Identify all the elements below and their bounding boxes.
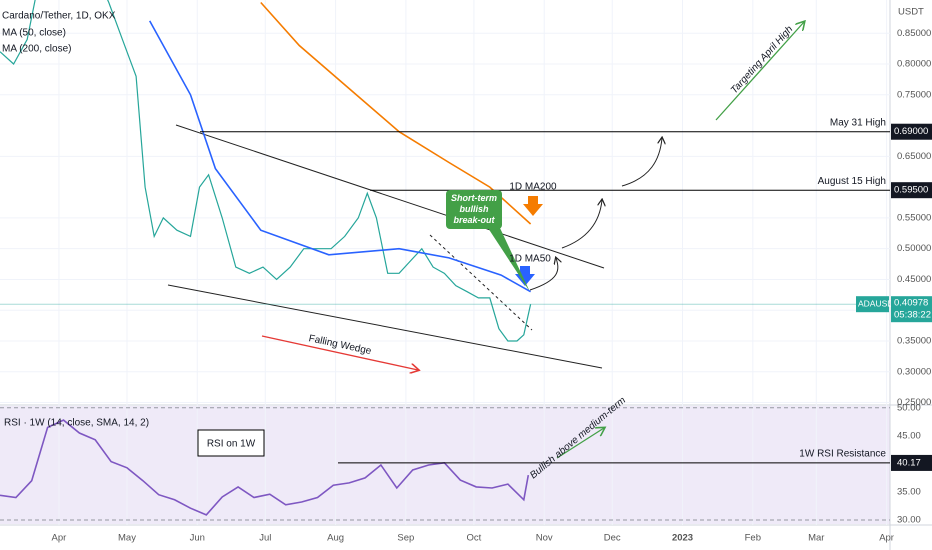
y-tick-label: 30.00: [897, 514, 921, 525]
last-price-value: 0.40978: [894, 298, 928, 309]
breakout-trendline: [429, 234, 533, 331]
series-line: [0, 419, 530, 516]
chart-title: Cardano/Tether, 1D, OKX: [2, 11, 116, 22]
y-unit: USDT: [898, 7, 924, 18]
rsi-title: RSI · 1W (14, close, SMA, 14, 2): [4, 418, 149, 429]
rsi-label-box: [197, 429, 265, 457]
level-name: May 31 High: [830, 117, 886, 128]
callout-pointer: [488, 228, 530, 292]
path-arrow-1: [529, 258, 558, 291]
x-tick-label: Dec: [604, 533, 621, 544]
x-tick-label: 2023: [672, 533, 693, 544]
annotation: Targeting April High: [729, 24, 796, 96]
y-tick-label: 45.00: [897, 430, 921, 441]
last-price-name: ADAUSDT: [858, 298, 899, 308]
ma200-arrow: [523, 196, 543, 216]
x-tick-label: Oct: [467, 533, 482, 544]
y-tick-label: 0.25000: [897, 397, 931, 408]
last-price-box: [891, 296, 932, 323]
x-tick-label: Apr: [879, 533, 894, 544]
callout: Short-term bullish break-out: [446, 190, 502, 229]
y-tick-label: 0.80000: [897, 59, 931, 70]
level-label: 0.59500: [894, 185, 928, 196]
countdown: 05:38:22: [894, 310, 931, 321]
rsi-level-label: 40.17: [897, 457, 921, 468]
y-tick-label: 0.85000: [897, 28, 931, 39]
last-price-tag: [856, 296, 889, 313]
annotation: RSI on 1W: [207, 439, 256, 450]
series-line: [148, 20, 531, 293]
legend-ma50: MA (50, close): [2, 28, 66, 39]
x-tick-label: Jul: [259, 533, 271, 544]
annotation: 1D MA50: [509, 254, 551, 265]
series-line: [0, 0, 532, 342]
y-tick-label: 0.55000: [897, 212, 931, 223]
rsi-resistance-name: 1W RSI Resistance: [799, 449, 886, 460]
x-tick-label: Nov: [536, 533, 553, 544]
x-tick-label: Jun: [190, 533, 205, 544]
rsi-panel: [0, 406, 890, 524]
level-box: [891, 182, 932, 199]
y-tick-label: 35.00: [897, 486, 921, 497]
legend-ma200: MA (200, close): [2, 44, 71, 55]
level-label: 0.69000: [894, 126, 928, 137]
wedge-arrow: [261, 335, 418, 370]
target-arrow: [715, 22, 804, 121]
x-tick-label: May: [118, 533, 136, 544]
x-tick-label: Feb: [745, 533, 761, 544]
x-tick-label: Sep: [397, 533, 414, 544]
y-tick-label: 0.75000: [897, 89, 931, 100]
y-tick-label: 0.35000: [897, 336, 931, 347]
y-tick-label: 0.65000: [897, 151, 931, 162]
x-tick-label: Aug: [327, 533, 344, 544]
path-arrow-2: [561, 200, 602, 249]
y-tick-label: 0.30000: [897, 366, 931, 377]
level-name: August 15 High: [818, 176, 886, 187]
path-arrow-3: [621, 138, 662, 187]
level-box: [891, 123, 932, 140]
x-tick-label: Apr: [52, 533, 67, 544]
rsi-arrow: [556, 428, 604, 459]
wedge-upper: [175, 124, 605, 269]
y-tick-label: 0.50000: [897, 243, 931, 254]
wedge-lower: [167, 284, 603, 369]
y-tick-label: 0.45000: [897, 274, 931, 285]
x-tick-label: Mar: [808, 533, 824, 544]
rsi-level-box: [891, 454, 932, 471]
y-tick-label: 50.00: [897, 402, 921, 413]
annotation: 1D MA200: [509, 182, 557, 193]
